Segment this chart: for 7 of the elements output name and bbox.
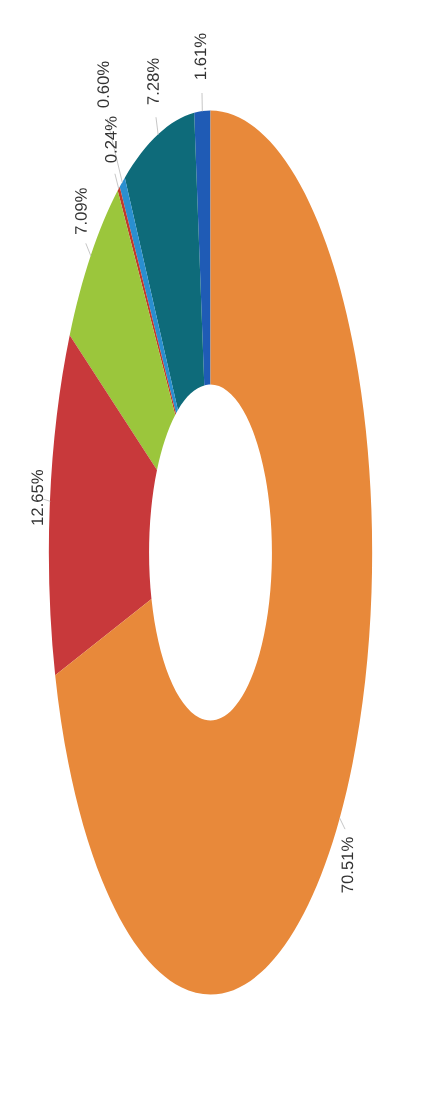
data-label: 7.28%	[147, 58, 159, 105]
data-label: 70.51%	[341, 837, 354, 893]
data-label: 7.09%	[75, 188, 87, 234]
data-label: 12.65%	[31, 469, 44, 525]
data-label: 0.60%	[97, 61, 110, 108]
data-label: 1.61%	[194, 33, 207, 79]
data-label: 0.24%	[104, 116, 117, 163]
